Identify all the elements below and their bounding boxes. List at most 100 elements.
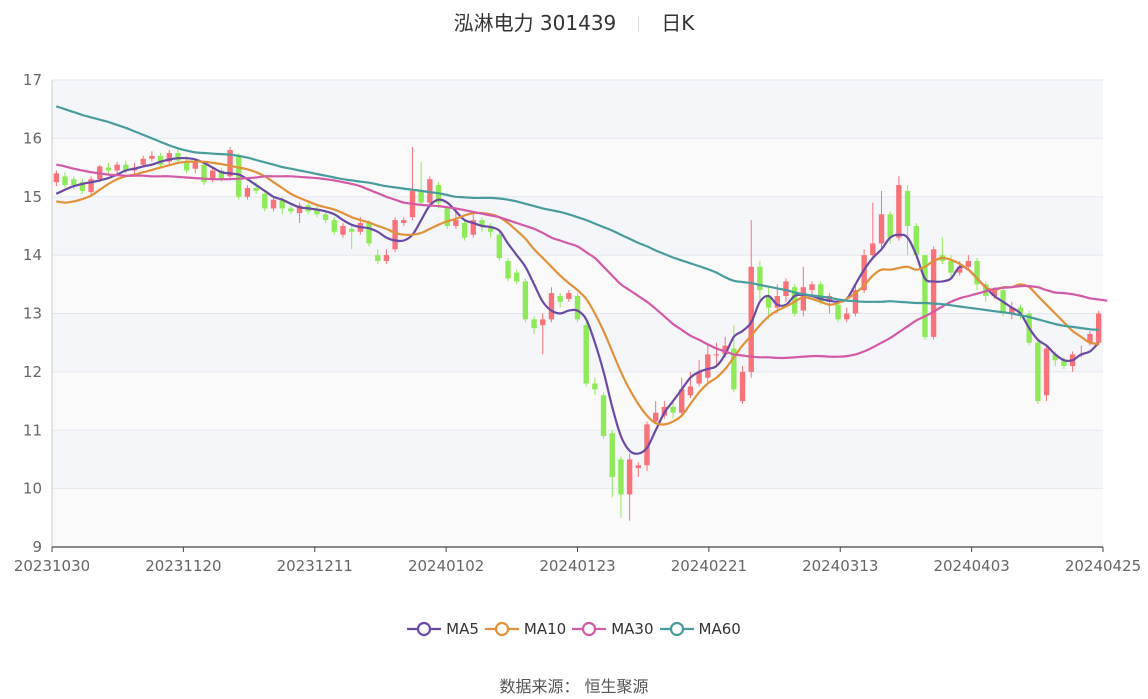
candle [635,462,641,477]
candle [705,345,711,384]
candle-body [965,260,972,267]
candle [904,185,911,256]
candle-body [514,272,520,282]
plot-band [52,371,1103,431]
candle [826,293,833,314]
candle-body [835,304,841,320]
candle-body [244,187,251,197]
candle [348,225,355,250]
candle-body [670,406,676,413]
candle-body [618,459,624,495]
candle [922,255,928,340]
candle-body [140,158,146,165]
candle-body [913,225,919,256]
candle [62,172,68,188]
candle [166,150,172,165]
candle-body [461,223,468,238]
x-tick-label: 20240403 [933,557,1009,575]
candle [331,217,337,235]
candle-body [1043,348,1050,396]
candle-body [522,281,529,320]
candle [809,281,815,296]
candle-body [904,190,911,226]
candle-body [592,383,598,390]
candle-body [401,220,407,224]
plot-background [52,80,1103,547]
candle-body [696,371,702,384]
candle [375,249,381,264]
candle-body [209,170,216,180]
candle [800,266,807,317]
legend-item-ma60[interactable]: MA60 [659,620,741,638]
candle-body [340,225,346,235]
candle-body [531,319,537,329]
candle-body [809,284,815,291]
candle-body [861,255,867,291]
y-tick-label: 17 [23,71,42,89]
candle-body [114,164,120,171]
candle-body [600,395,607,437]
candle-body [739,371,746,402]
candlestick-chart: 9 10 11 12 13 14 15 16 17 20231030 20231120 2023121… [14,71,1141,575]
candle-body [687,386,694,396]
candle-body [322,214,329,221]
candle [765,287,772,320]
candle [896,176,902,241]
candle-body [757,266,763,291]
candle-body [774,295,780,308]
candle-body [262,193,268,209]
axes: 9 10 11 12 13 14 15 16 17 20231030 20231120 2023121… [14,71,1141,575]
y-tick-label: 16 [23,129,42,147]
candle-body [1035,342,1041,402]
x-tick-label: 20240313 [802,557,878,575]
candle-body [418,190,424,203]
candle [626,453,633,521]
candle [479,217,485,232]
y-tick-label: 14 [23,246,42,264]
data-source: 数据来源： 恒生聚源 [499,677,649,696]
x-tick-label: 20231030 [14,557,90,575]
header-divider [638,16,640,32]
candle-body [748,266,754,372]
legend-item-ma30[interactable]: MA30 [572,620,654,638]
candle-body [1061,360,1067,367]
candle [340,223,346,238]
candle-body [166,152,172,162]
candle [71,176,77,190]
stock-title: 泓淋电力 301439 [453,11,617,35]
plot-band [52,80,1103,139]
x-tick-label: 20231120 [145,557,221,575]
candle-body [279,199,285,209]
candle [322,211,329,224]
candle [566,290,572,302]
candle-body [783,281,789,296]
candle [531,316,537,334]
candle [713,342,720,367]
legend-item-ma5[interactable]: MA5 [407,620,479,638]
candle [1043,345,1050,402]
candle-body [1095,313,1102,343]
candle-body [826,295,833,302]
candle [514,269,520,285]
candle-body [870,243,876,256]
candle-body [296,205,303,214]
candle-body [844,313,850,320]
candle-body [548,293,555,320]
candle-body [444,208,450,226]
candle-body [71,179,77,186]
candle [600,392,607,440]
ma-line-ma60 [55,105,1099,331]
candle [236,152,242,200]
legend-label: MA30 [611,620,654,638]
candle [1095,310,1102,346]
candle-body [652,412,659,422]
legend-item-ma10[interactable]: MA10 [484,620,566,638]
candle [157,152,164,168]
candle-body [236,155,242,197]
candle-body [253,187,259,191]
candle-body [487,225,494,232]
candle-body [470,220,476,235]
candle-body [626,459,633,495]
candle-body [348,228,355,232]
candle [609,430,615,498]
